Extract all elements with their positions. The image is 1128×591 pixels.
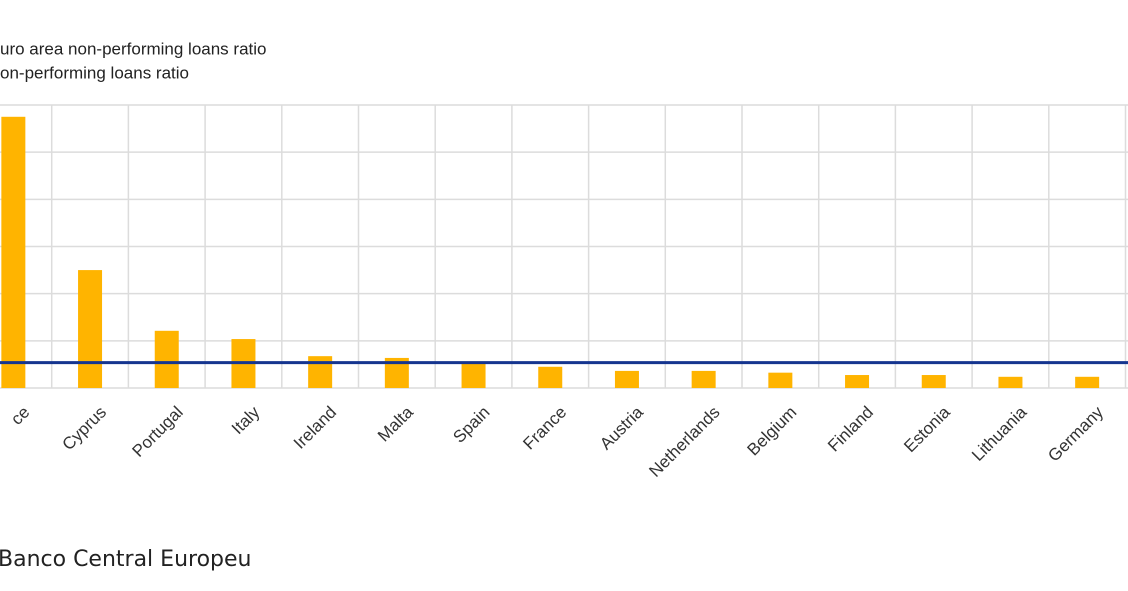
bar <box>614 370 639 388</box>
bar <box>78 270 103 388</box>
bar <box>691 370 716 388</box>
x-tick-label: Cyprus <box>59 403 111 455</box>
x-tick-label: France <box>519 403 570 454</box>
x-tick-label: Netherlands <box>645 403 723 481</box>
bar <box>538 366 563 388</box>
legend-bar-label: on-performing loans ratio <box>0 63 189 82</box>
bar <box>1 116 26 389</box>
x-tick-label: Austria <box>596 402 647 453</box>
bar <box>1075 376 1100 388</box>
legend-line-label: uro area non-performing loans ratio <box>0 39 266 58</box>
x-tick-label: Malta <box>374 402 417 445</box>
x-tick-label: Portugal <box>129 403 187 461</box>
bar <box>308 356 333 388</box>
x-tick-label: Ireland <box>290 403 340 453</box>
x-tick-label: Belgium <box>743 403 800 460</box>
bar <box>154 330 179 388</box>
x-tick-label: ce <box>7 403 33 429</box>
bar <box>768 372 793 388</box>
bar <box>845 375 870 388</box>
bar <box>921 375 946 388</box>
x-tick-label: Estonia <box>900 402 954 456</box>
x-tick-label: Italy <box>228 402 264 438</box>
bar <box>461 362 486 388</box>
x-tick-label: Finland <box>824 403 877 456</box>
x-tick-label: Germany <box>1044 402 1107 465</box>
x-tick-label: Spain <box>449 403 493 447</box>
bar <box>998 376 1023 388</box>
source: Banco Central Europeu <box>0 547 251 572</box>
x-tick-label: Lithuania <box>968 402 1031 465</box>
